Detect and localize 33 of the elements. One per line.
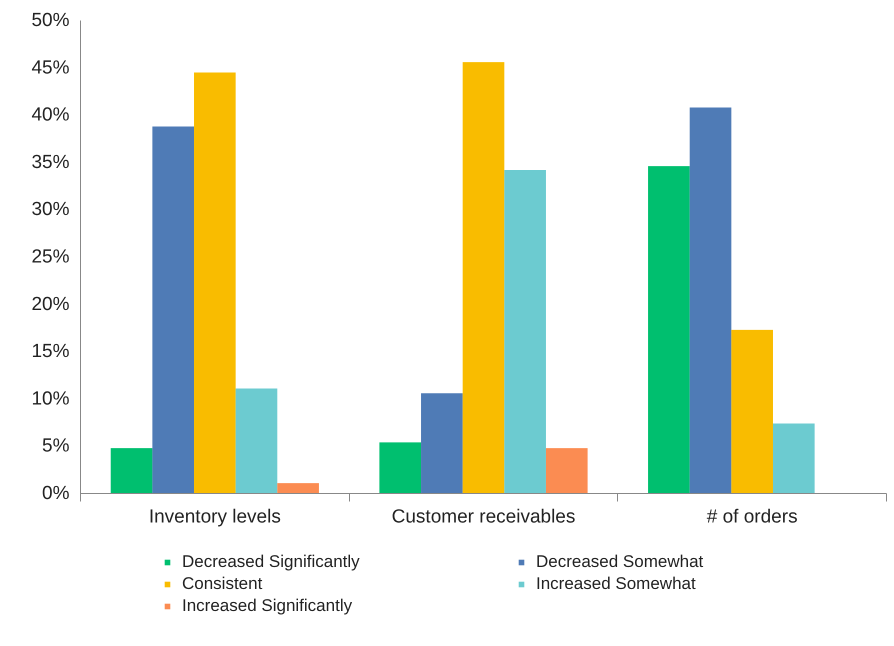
bar	[690, 108, 732, 494]
legend-label: Increased Somewhat	[536, 574, 697, 594]
bar	[379, 442, 422, 494]
bar	[110, 448, 152, 494]
legend-label: Decreased Significantly	[182, 552, 361, 572]
bar	[504, 170, 546, 494]
y-tick-label: 0%	[42, 483, 70, 504]
y-tick-label: 30%	[31, 199, 70, 220]
y-tick-label: 15%	[31, 341, 70, 362]
y-tick-label: 25%	[31, 246, 70, 268]
bar	[648, 166, 690, 494]
x-tick-label: Inventory levels	[148, 506, 281, 528]
bar	[731, 330, 773, 494]
legend-label: Increased Significantly	[182, 596, 354, 616]
x-tick-label: # of orders	[706, 506, 798, 528]
bar	[772, 423, 815, 494]
legend-label: Decreased Somewhat	[536, 552, 704, 572]
y-tick-label: 50%	[31, 10, 70, 31]
y-tick-label: 45%	[31, 57, 70, 78]
y-tick-label: 40%	[31, 104, 70, 126]
y-tick-label: 10%	[31, 388, 70, 410]
bar	[277, 483, 319, 494]
y-tick-label: 5%	[42, 436, 70, 457]
bar	[421, 393, 463, 494]
bar	[152, 126, 194, 494]
x-tick-label: Customer receivables	[392, 506, 576, 528]
y-tick-label: 20%	[31, 294, 70, 315]
bar	[236, 388, 278, 494]
bar	[546, 448, 588, 494]
bar	[462, 62, 504, 494]
legend-label: Consistent	[182, 574, 264, 594]
bar	[194, 72, 236, 494]
y-tick-label: 35%	[31, 152, 70, 173]
